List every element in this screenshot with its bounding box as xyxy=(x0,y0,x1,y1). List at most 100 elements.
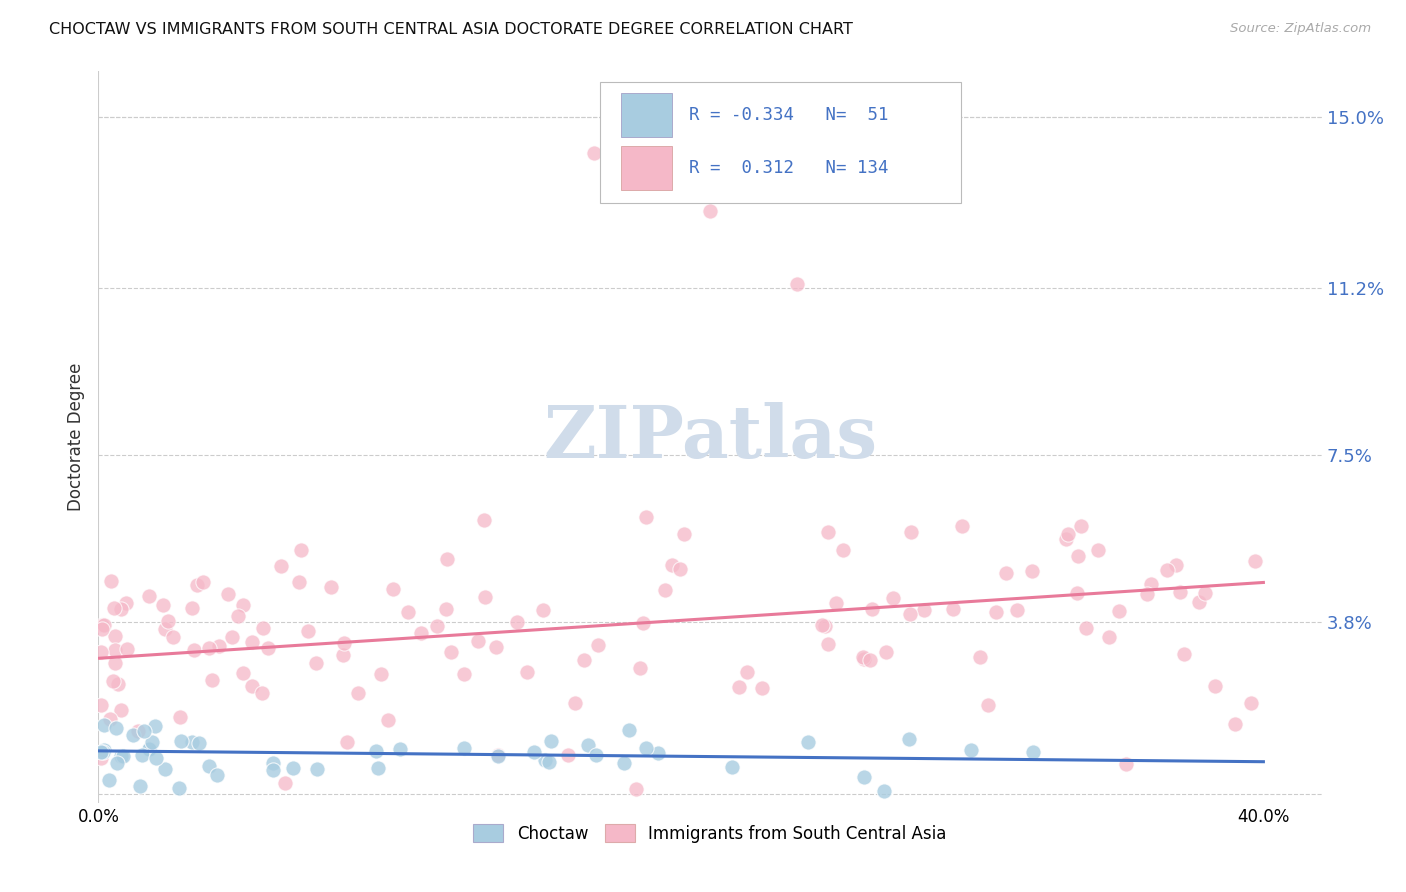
Point xyxy=(257,641,280,656)
Point xyxy=(145,751,167,765)
Point xyxy=(897,731,920,746)
Point xyxy=(825,596,848,610)
Point xyxy=(367,762,389,776)
Point xyxy=(1108,604,1130,618)
Point xyxy=(831,543,853,558)
Point xyxy=(205,767,228,781)
Point xyxy=(633,616,655,631)
Point xyxy=(942,602,965,616)
Text: R =  0.312   N= 134: R = 0.312 N= 134 xyxy=(689,160,889,178)
Point xyxy=(797,735,820,749)
Point xyxy=(382,582,405,596)
Point xyxy=(1005,602,1028,616)
Point xyxy=(377,714,399,728)
Point xyxy=(197,759,219,773)
Point xyxy=(817,525,839,540)
Point xyxy=(347,685,370,699)
Point xyxy=(162,630,184,644)
Point xyxy=(232,665,254,680)
Point xyxy=(786,277,808,291)
Point xyxy=(619,723,641,737)
Point xyxy=(453,667,475,681)
Point xyxy=(93,618,115,632)
Point xyxy=(585,747,607,762)
Point xyxy=(1066,586,1088,600)
Point xyxy=(628,661,651,675)
Point xyxy=(336,735,359,749)
Point xyxy=(240,635,263,649)
Point xyxy=(305,656,328,670)
Text: CHOCTAW VS IMMIGRANTS FROM SOUTH CENTRAL ASIA DOCTORATE DEGREE CORRELATION CHART: CHOCTAW VS IMMIGRANTS FROM SOUTH CENTRAL… xyxy=(49,22,853,37)
Point xyxy=(370,666,392,681)
Point xyxy=(1168,584,1191,599)
Point xyxy=(110,703,132,717)
Point xyxy=(143,719,166,733)
Point xyxy=(305,762,328,776)
Point xyxy=(994,566,1017,580)
Point xyxy=(467,633,489,648)
Point xyxy=(129,779,152,793)
Bar xyxy=(620,93,672,137)
Point xyxy=(188,736,211,750)
Point xyxy=(576,738,599,752)
Point xyxy=(1156,563,1178,577)
Point xyxy=(634,509,657,524)
Point xyxy=(984,605,1007,619)
Point xyxy=(104,643,127,657)
Point xyxy=(103,601,125,615)
Point xyxy=(1057,527,1080,541)
Point xyxy=(960,743,983,757)
Point xyxy=(100,712,122,726)
Point xyxy=(169,710,191,724)
Point xyxy=(221,630,243,644)
Point xyxy=(138,742,160,756)
Point xyxy=(167,781,190,796)
Point xyxy=(157,615,180,629)
Point xyxy=(735,665,758,680)
Point xyxy=(1223,717,1246,731)
Point xyxy=(100,574,122,589)
Point xyxy=(472,513,495,527)
Point xyxy=(817,637,839,651)
Point xyxy=(1194,586,1216,600)
Point xyxy=(1240,697,1263,711)
Point xyxy=(90,751,112,765)
Point xyxy=(90,744,112,758)
Point xyxy=(93,745,115,759)
Legend: Choctaw, Immigrants from South Central Asia: Choctaw, Immigrants from South Central A… xyxy=(467,817,953,849)
Point xyxy=(582,145,605,160)
Point xyxy=(388,742,411,756)
Point xyxy=(434,602,457,616)
Point xyxy=(425,619,447,633)
Point xyxy=(950,519,973,533)
Point xyxy=(207,639,229,653)
Point xyxy=(104,657,127,671)
Point xyxy=(873,783,896,797)
Point xyxy=(131,747,153,762)
Point xyxy=(1087,542,1109,557)
Point xyxy=(1204,679,1226,693)
Point xyxy=(1140,577,1163,591)
Point xyxy=(97,773,120,788)
Point xyxy=(900,524,922,539)
Point xyxy=(366,743,388,757)
Point xyxy=(1244,554,1267,568)
Point xyxy=(218,586,240,600)
Point xyxy=(751,681,773,695)
Point xyxy=(107,677,129,691)
Point xyxy=(90,698,112,712)
Point xyxy=(262,764,284,778)
Point xyxy=(647,746,669,760)
Point xyxy=(138,742,160,756)
Point xyxy=(152,599,174,613)
Point xyxy=(1022,745,1045,759)
Point xyxy=(728,680,751,694)
Text: Source: ZipAtlas.com: Source: ZipAtlas.com xyxy=(1230,22,1371,36)
Point xyxy=(200,673,222,687)
Point xyxy=(531,603,554,617)
Point xyxy=(669,562,692,576)
Point xyxy=(231,598,253,612)
Point xyxy=(516,665,538,680)
Point xyxy=(626,782,648,797)
Point xyxy=(170,733,193,747)
